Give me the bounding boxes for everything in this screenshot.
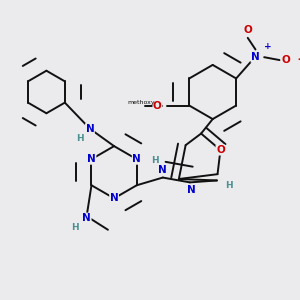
Text: N: N: [132, 154, 141, 164]
Text: +: +: [264, 43, 272, 52]
Text: O: O: [216, 145, 225, 155]
Text: H: H: [225, 181, 232, 190]
Text: N: N: [110, 193, 118, 203]
Text: N: N: [82, 213, 91, 223]
Text: H: H: [71, 223, 79, 232]
Text: O: O: [281, 55, 290, 65]
Text: H: H: [151, 156, 159, 165]
Text: methoxy: methoxy: [127, 100, 155, 105]
Text: -: -: [297, 53, 300, 66]
Text: O: O: [153, 100, 162, 110]
Text: N: N: [158, 165, 167, 175]
Text: N: N: [188, 185, 196, 195]
Text: N: N: [251, 52, 260, 62]
Text: N: N: [85, 124, 94, 134]
Text: O: O: [243, 25, 252, 35]
Text: H: H: [76, 134, 84, 143]
Text: N: N: [87, 154, 96, 164]
